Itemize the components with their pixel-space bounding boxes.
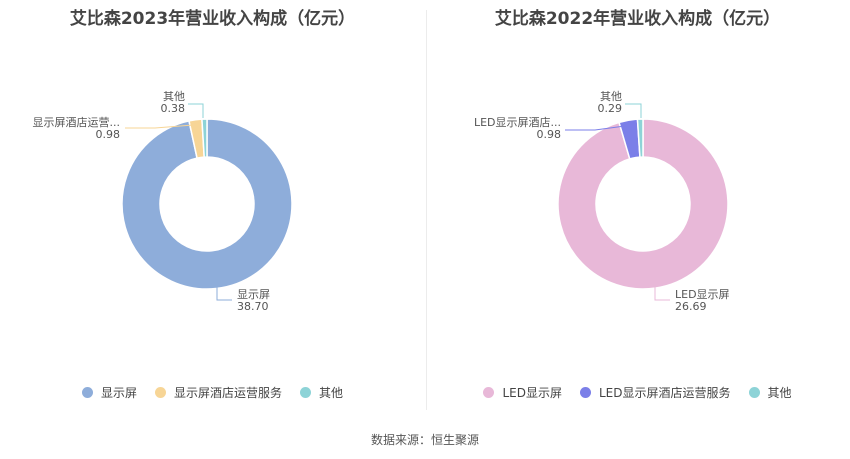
- pie-slice[interactable]: [557, 118, 729, 290]
- slice-label: LED显示屏酒店...: [474, 115, 561, 129]
- legend-label: LED显示屏: [502, 386, 562, 400]
- leader-line: [565, 125, 626, 131]
- pie-slice[interactable]: [201, 118, 208, 158]
- legend-item[interactable]: 显示屏: [81, 384, 137, 401]
- legend-label: 其他: [767, 386, 792, 400]
- leader-line: [188, 103, 204, 118]
- legend-dot: [81, 387, 93, 398]
- slice-label: 其他: [163, 90, 185, 103]
- leader-line: [654, 287, 670, 301]
- legend: 显示屏 显示屏酒店运营服务 其他: [0, 384, 425, 401]
- legend: LED显示屏 LED显示屏酒店运营服务 其他: [425, 384, 850, 401]
- slice-label: LED显示屏: [675, 288, 730, 301]
- legend-dot: [154, 387, 166, 398]
- data-source: 数据来源：恒生聚源: [370, 433, 479, 447]
- legend-label: 显示屏: [100, 386, 137, 400]
- legend-item[interactable]: 显示屏酒店运营服务: [154, 384, 282, 401]
- chart-title: 艾比森2023年营业收入构成（亿元）: [69, 9, 356, 29]
- pie-slice[interactable]: [121, 118, 293, 290]
- legend-label: 其他: [319, 386, 344, 400]
- slice-label: 显示屏: [237, 288, 270, 301]
- leader-line: [216, 287, 232, 301]
- chart-2022: 艾比森2022年营业收入构成（亿元） LED显示屏 26.69 LED显示屏酒店..…: [425, 0, 850, 415]
- legend-item[interactable]: 其他: [300, 384, 343, 401]
- leader-line: [125, 124, 194, 129]
- slice-value-label: 0.98: [96, 128, 121, 141]
- slice-value-label: 0.29: [598, 102, 623, 115]
- legend-item[interactable]: LED显示屏酒店运营服务: [579, 384, 731, 401]
- legend-label: LED显示屏酒店运营服务: [598, 386, 731, 400]
- slice-label: 显示屏酒店运营...: [33, 115, 121, 129]
- chart-2023: 艾比森2023年营业收入构成（亿元） 显示屏 38.70 显示屏酒店运营... 0.9…: [0, 0, 425, 415]
- slice-value-label: 0.38: [161, 102, 186, 115]
- slice-value-label: 0.98: [537, 128, 562, 141]
- legend-item[interactable]: LED显示屏: [483, 384, 562, 401]
- legend-item[interactable]: 其他: [748, 384, 792, 401]
- divider: [426, 10, 427, 410]
- legend-dot: [579, 387, 591, 398]
- slice-label: 其他: [600, 90, 622, 103]
- leader-line: [625, 103, 642, 118]
- legend-label: 显示屏酒店运营服务: [173, 386, 282, 400]
- legend-dot: [300, 387, 311, 398]
- pie-slice[interactable]: [636, 118, 644, 158]
- chart-title: 艾比森2022年营业收入构成（亿元）: [494, 9, 781, 29]
- slice-value-label: 38.70: [237, 300, 269, 313]
- legend-dot: [748, 387, 760, 398]
- legend-dot: [483, 387, 495, 398]
- slice-value-label: 26.69: [675, 300, 707, 313]
